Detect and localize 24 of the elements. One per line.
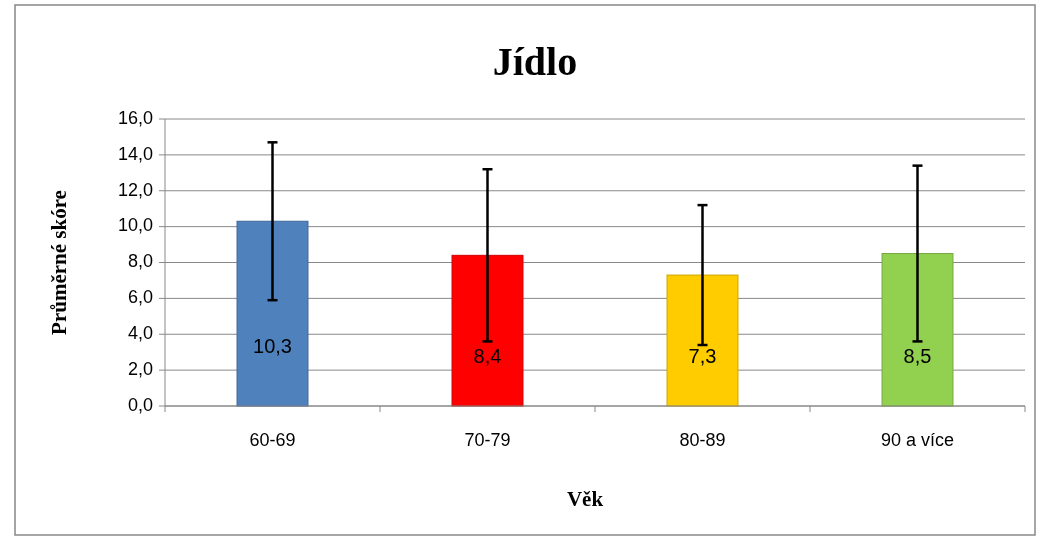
bar bbox=[881, 253, 954, 407]
y-tick-label: 8,0 bbox=[127, 251, 153, 272]
bar bbox=[666, 274, 739, 407]
x-tick-label: 70-79 bbox=[464, 430, 511, 450]
data-label: 7,3 bbox=[688, 345, 717, 368]
bar bbox=[236, 220, 309, 407]
x-tick-label: 80-89 bbox=[679, 430, 726, 450]
chart-title: Jídlo bbox=[492, 39, 578, 84]
x-tick-label: 90 a více bbox=[880, 430, 955, 450]
y-tick-label: 14,0 bbox=[117, 143, 153, 164]
y-tick-label: 6,0 bbox=[127, 287, 153, 308]
y-tick-label: 12,0 bbox=[117, 179, 153, 200]
y-tick-label: 16,0 bbox=[117, 107, 153, 128]
x-tick-label: 60-69 bbox=[249, 430, 296, 450]
y-tick-label: 10,0 bbox=[117, 215, 153, 236]
y-tick-label: 0,0 bbox=[127, 394, 153, 415]
y-tick-label: 2,0 bbox=[127, 358, 153, 379]
x-axis-title: Věk bbox=[566, 487, 604, 511]
data-label: 8,5 bbox=[903, 345, 932, 368]
y-tick-label: 4,0 bbox=[127, 323, 153, 343]
data-label: 10,3 bbox=[253, 335, 292, 358]
data-label: 8,4 bbox=[473, 345, 502, 368]
bar bbox=[451, 254, 524, 407]
y-axis-title: Průměrné skóre bbox=[47, 190, 71, 335]
